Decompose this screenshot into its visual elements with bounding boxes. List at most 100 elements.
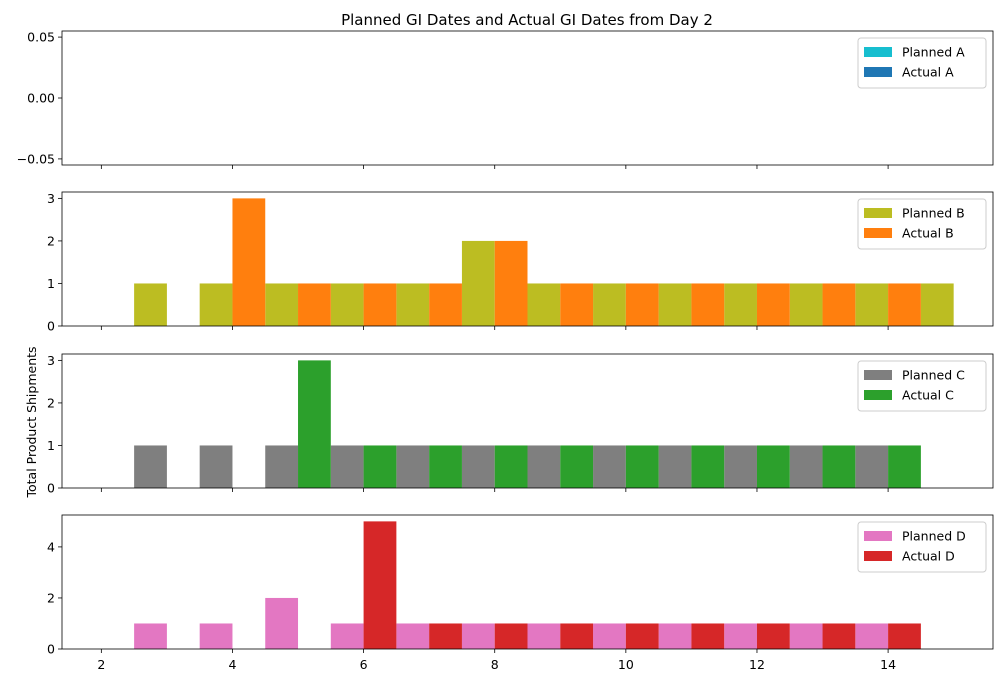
- bar-planned-d: [461, 623, 495, 649]
- bar-planned-c: [593, 445, 626, 488]
- y-tick-label: 3: [47, 353, 55, 368]
- bar-planned-d: [724, 623, 757, 649]
- bar-planned-d: [265, 597, 299, 649]
- bar-planned-b: [265, 283, 299, 326]
- x-tick-label: 8: [491, 657, 499, 672]
- bar-actual-b: [560, 283, 594, 326]
- bar-planned-d: [396, 623, 430, 649]
- bar-planned-b: [527, 283, 561, 326]
- bar-actual-c: [625, 445, 659, 488]
- bar-planned-d: [855, 623, 889, 649]
- bar-planned-b: [920, 283, 954, 326]
- legend-swatch: [864, 531, 892, 541]
- y-tick-label: 0: [47, 642, 55, 657]
- bar-planned-d: [199, 623, 233, 649]
- bar-actual-b: [888, 283, 921, 326]
- y-tick-label: 2: [47, 395, 55, 410]
- panel-a: −0.05 0.00 0.05 Planned A Actual A: [17, 30, 994, 169]
- bar-actual-c: [429, 445, 462, 488]
- bar-planned-c: [199, 445, 233, 488]
- bar-actual-c: [560, 445, 594, 488]
- bar-planned-c: [330, 445, 364, 488]
- bar-planned-b: [593, 283, 626, 326]
- legend-label: Planned D: [902, 529, 966, 544]
- legend-c: Planned C Actual C: [857, 360, 987, 412]
- y-tick-label: 0.00: [27, 91, 55, 106]
- bar-actual-b: [363, 283, 397, 326]
- legend-label: Planned C: [902, 368, 965, 383]
- bar-actual-d: [494, 623, 528, 649]
- bar-actual-d: [822, 623, 856, 649]
- bar-planned-d: [658, 623, 692, 649]
- bar-actual-c: [888, 445, 921, 488]
- bar-planned-b: [658, 283, 692, 326]
- bar-planned-c: [396, 445, 430, 488]
- legend-swatch: [864, 67, 892, 77]
- bar-planned-d: [593, 623, 626, 649]
- bar-actual-b: [429, 283, 462, 326]
- x-tick-label: 2: [97, 657, 105, 672]
- bar-actual-c: [494, 445, 528, 488]
- y-tick-label: 2: [47, 590, 55, 605]
- bar-planned-b: [330, 283, 364, 326]
- y-tick-label: 2: [47, 233, 55, 248]
- legend-label: Actual D: [902, 549, 955, 564]
- bar-planned-c: [134, 445, 167, 488]
- x-tick-label: 10: [618, 657, 634, 672]
- bar-actual-d: [888, 623, 921, 649]
- bar-planned-c: [724, 445, 757, 488]
- bar-planned-b: [461, 240, 495, 326]
- bar-planned-c: [461, 445, 495, 488]
- legend-swatch: [864, 390, 892, 400]
- legend-label: Planned A: [902, 45, 965, 60]
- panel-c: 0 1 2 3 Planned C Actual C: [47, 353, 994, 496]
- panel-frame: [61, 30, 994, 166]
- legend-d: Planned D Actual D: [857, 521, 987, 573]
- bar-actual-d: [429, 623, 462, 649]
- x-tick-label: 12: [749, 657, 765, 672]
- bar-planned-c: [658, 445, 692, 488]
- y-tick-label: 1: [47, 276, 55, 291]
- bar-actual-d: [625, 623, 659, 649]
- bar-actual-d: [756, 623, 790, 649]
- bar-planned-d: [134, 623, 167, 649]
- legend-label: Actual B: [902, 226, 954, 241]
- legend-swatch: [864, 228, 892, 238]
- legend-a: Planned A Actual A: [857, 37, 987, 89]
- chart-title: Planned GI Dates and Actual GI Dates fro…: [341, 11, 713, 29]
- y-tick-label: 4: [47, 539, 55, 554]
- bar-planned-c: [265, 445, 299, 488]
- panel-frame: [61, 514, 994, 650]
- bar-planned-d: [789, 623, 823, 649]
- y-tick-label: 1: [47, 438, 55, 453]
- bar-actual-b: [691, 283, 725, 326]
- legend-swatch: [864, 370, 892, 380]
- bar-planned-d: [330, 623, 364, 649]
- legend-swatch: [864, 551, 892, 561]
- panel-b: 0 1 2 3 Planned B Actual B: [47, 191, 994, 334]
- bar-actual-b: [822, 283, 856, 326]
- panel-d: 0 2 4 2 4 6 8 10 12 14 Planned D Actual D: [47, 514, 994, 672]
- bar-actual-b: [232, 198, 266, 326]
- legend-label: Actual C: [902, 388, 954, 403]
- bar-planned-c: [789, 445, 823, 488]
- y-tick-label: −0.05: [17, 151, 55, 166]
- bar-planned-b: [789, 283, 823, 326]
- legend-swatch: [864, 208, 892, 218]
- bar-actual-c: [756, 445, 790, 488]
- bar-actual-b: [756, 283, 790, 326]
- y-axis-label: Total Product Shipments: [24, 346, 39, 498]
- x-tick-label: 6: [360, 657, 368, 672]
- bar-planned-c: [855, 445, 889, 488]
- bar-actual-c: [822, 445, 856, 488]
- bar-actual-b: [625, 283, 659, 326]
- x-tick-label: 14: [880, 657, 896, 672]
- bar-actual-d: [691, 623, 725, 649]
- bar-actual-d: [560, 623, 594, 649]
- y-tick-label: 0: [47, 481, 55, 496]
- bar-actual-c: [691, 445, 725, 488]
- bar-actual-b: [494, 240, 528, 326]
- legend-b: Planned B Actual B: [857, 198, 987, 250]
